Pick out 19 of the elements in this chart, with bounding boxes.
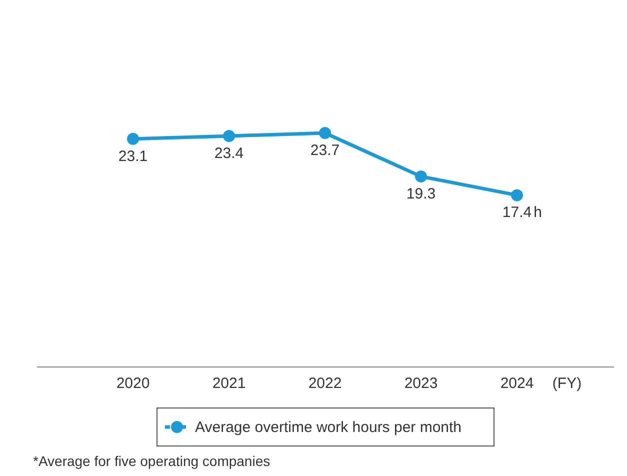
point — [319, 127, 331, 139]
point — [127, 132, 139, 145]
data-label: 23.7 — [310, 142, 340, 159]
x-tick-label: 2024 — [500, 375, 534, 392]
point — [223, 130, 235, 142]
point — [415, 170, 427, 182]
data-label: 17.4 — [502, 204, 532, 222]
x-tick-label: 2023 — [404, 375, 438, 392]
data-label: 23.1 — [118, 148, 148, 165]
x-tick-label: 2021 — [212, 375, 246, 392]
data-label: 23.4 — [214, 144, 244, 162]
text: *Average for five operating companies — [33, 453, 270, 469]
legend-label: Average overtime work hours per month — [195, 419, 462, 436]
point — [511, 189, 523, 202]
x-tick-label: 2020 — [116, 375, 150, 392]
annotation: h — [534, 204, 542, 222]
data-label: 19.3 — [406, 185, 436, 202]
x-axis-title: (FY) — [552, 375, 582, 392]
x-tick-label: 2022 — [308, 375, 342, 392]
